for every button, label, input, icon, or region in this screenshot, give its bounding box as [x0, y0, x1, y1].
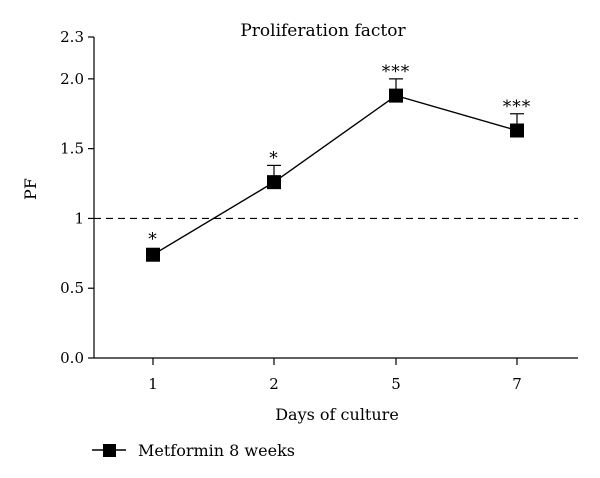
y-tick-label: 1: [74, 209, 84, 227]
legend-label: Metformin 8 weeks: [138, 441, 295, 460]
y-tick-label: 0.5: [60, 279, 84, 297]
y-tick-label: 2.0: [60, 70, 84, 88]
legend-marker-swatch: [103, 444, 116, 457]
series-line: [152, 94, 518, 256]
significance-label: *: [148, 230, 158, 250]
x-tick-label: 5: [391, 375, 401, 393]
significance-label: ***: [382, 62, 411, 82]
x-tick-label: 7: [512, 375, 522, 393]
data-point: [146, 247, 160, 262]
axes: 0.0 0.5 1 1.5 2.0 2.3 1 2 5 7: [60, 28, 578, 393]
data-point: [510, 123, 524, 138]
y-tick-label: 0.0: [60, 349, 84, 367]
plot-area: ********: [94, 62, 578, 262]
chart-title: Proliferation factor: [240, 21, 406, 41]
y-tick-label: 1.5: [60, 140, 84, 158]
significance-label: ***: [503, 97, 532, 117]
y-axis-label: PF: [21, 178, 40, 200]
x-tick-label: 1: [148, 375, 158, 393]
x-axis-label: Days of culture: [275, 405, 399, 424]
significance-label: *: [269, 148, 279, 168]
x-tick-label: 2: [269, 375, 279, 393]
data-point: [389, 88, 403, 103]
y-tick-label: 2.3: [60, 28, 84, 46]
legend: Metformin 8 weeks: [92, 441, 295, 460]
data-point: [267, 175, 281, 190]
